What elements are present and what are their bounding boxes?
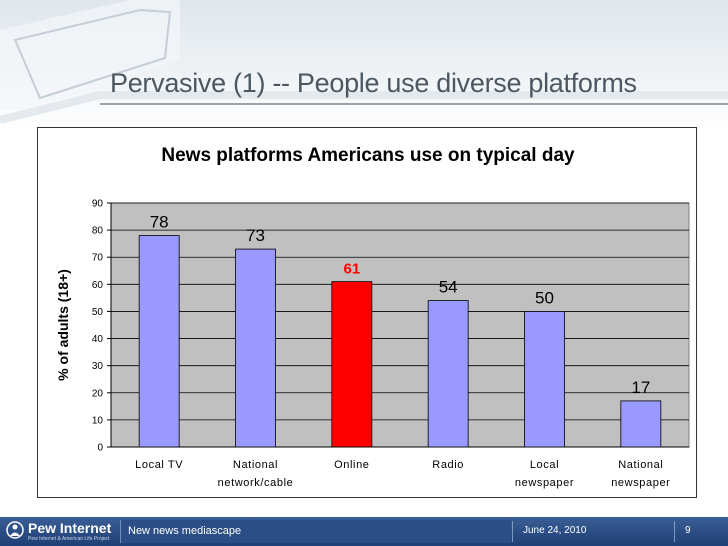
bar — [331, 281, 373, 448]
bar — [524, 311, 565, 448]
footer-bar: Pew Internet Pew Internet & American Lif… — [0, 517, 728, 546]
header-decoration — [0, 0, 728, 124]
y-tick-label: 50 — [92, 307, 104, 318]
data-label: 73 — [246, 226, 265, 245]
bar — [620, 400, 662, 448]
y-tick-label: 90 — [92, 199, 104, 210]
plot-area — [110, 202, 690, 448]
presentation-title: New news mediascape — [128, 525, 242, 537]
y-axis-label: % of adults (18+) — [55, 269, 71, 381]
footer-separator — [512, 521, 513, 542]
x-tick-label: Local TV — [135, 459, 183, 471]
bar — [138, 235, 180, 448]
title-divider — [100, 103, 728, 105]
y-tick-label: 10 — [92, 415, 104, 426]
pew-internet-logo: Pew Internet Pew Internet & American Lif… — [4, 519, 114, 544]
y-tick-label: 40 — [92, 334, 104, 345]
page-number: 9 — [685, 525, 691, 536]
bar-chart: News platforms Americans use on typical … — [55, 145, 690, 489]
x-tick-label: network/cable — [218, 477, 294, 489]
data-label: 78 — [150, 213, 169, 232]
presentation-date: June 24, 2010 — [523, 525, 587, 536]
x-tick-label: newspaper — [515, 477, 574, 489]
x-tick-label: Radio — [432, 459, 464, 471]
x-tick-label: National — [618, 459, 663, 471]
footer-title-panel — [120, 520, 511, 543]
bar — [427, 300, 469, 448]
logo-subtitle: Pew Internet & American Life Project — [28, 536, 110, 542]
slide-title: Pervasive (1) -- People use diverse plat… — [110, 68, 637, 98]
logo-icon — [6, 521, 24, 539]
chart-frame: News platforms Americans use on typical … — [37, 127, 697, 498]
y-tick-label: 70 — [92, 253, 104, 264]
x-tick-label: Online — [334, 459, 369, 471]
data-label: 50 — [535, 288, 554, 307]
y-tick-label: 60 — [92, 280, 104, 291]
logo-wordmark: Pew Internet — [28, 520, 112, 536]
x-tick-label: Local — [530, 459, 559, 471]
y-tick-label: 80 — [92, 226, 104, 237]
bar — [235, 248, 276, 448]
x-tick-label: National — [233, 459, 278, 471]
data-label: 54 — [439, 278, 458, 297]
x-tick-label: newspaper — [611, 477, 670, 489]
footer-separator — [674, 521, 675, 542]
y-tick-label: 0 — [97, 443, 103, 454]
data-label: 61 — [343, 261, 360, 278]
y-tick-label: 30 — [92, 361, 104, 372]
y-tick-label: 20 — [92, 388, 104, 399]
data-label: 17 — [631, 378, 650, 397]
chart-title: News platforms Americans use on typical … — [161, 145, 575, 166]
